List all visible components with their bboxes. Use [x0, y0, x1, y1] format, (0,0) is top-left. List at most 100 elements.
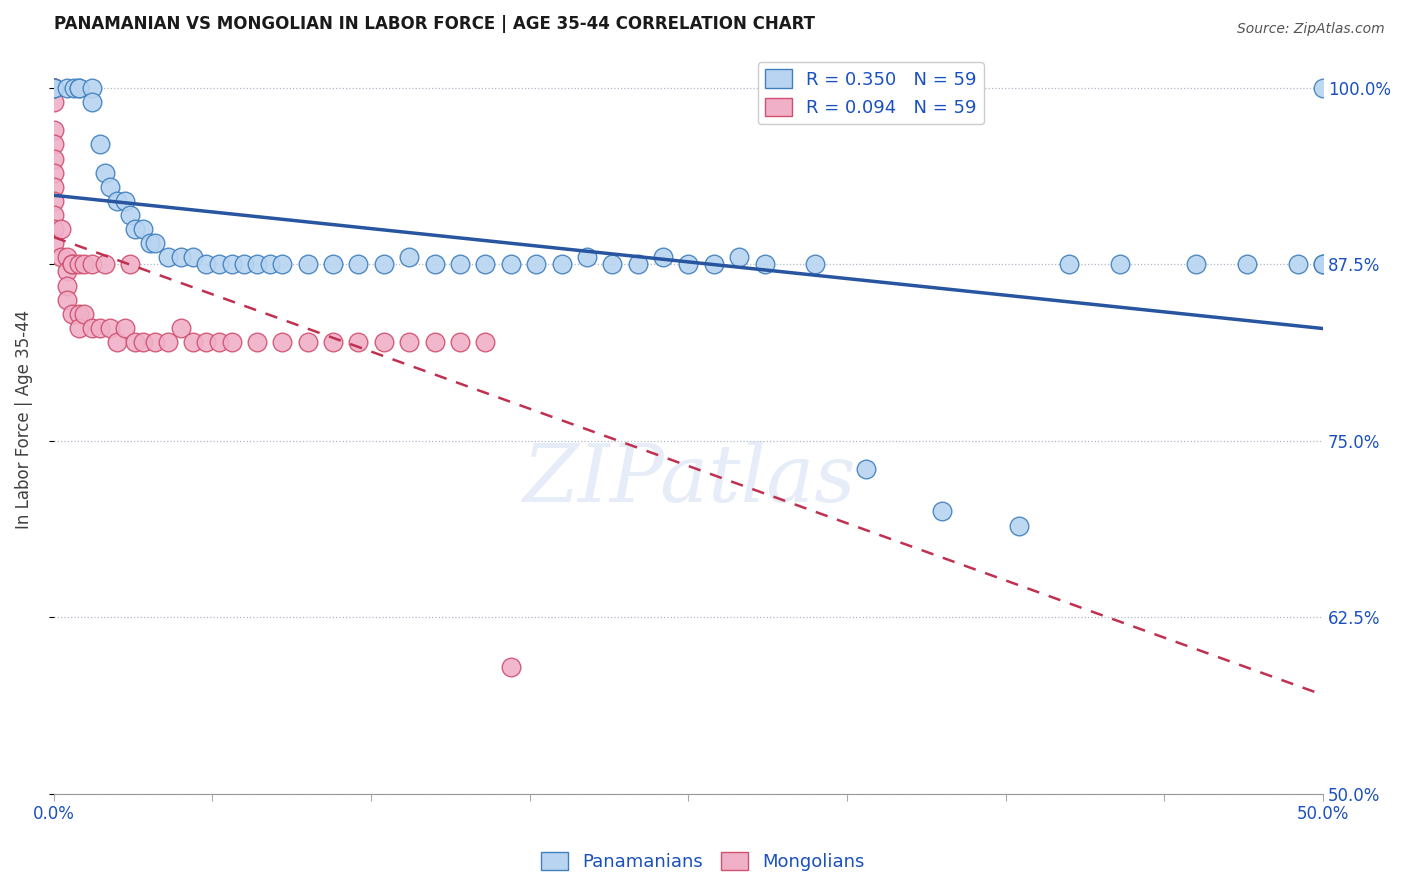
- Point: [259, 257, 281, 271]
- Point: [398, 251, 420, 265]
- Point: [728, 251, 751, 265]
- Point: [93, 257, 115, 271]
- Y-axis label: In Labor Force | Age 35-44: In Labor Force | Age 35-44: [15, 310, 32, 529]
- Point: [627, 257, 650, 271]
- Point: [67, 81, 90, 95]
- Point: [42, 152, 65, 166]
- Point: [449, 257, 471, 271]
- Point: [297, 334, 319, 349]
- Point: [42, 81, 65, 95]
- Point: [42, 81, 65, 95]
- Text: ZIPatlas: ZIPatlas: [522, 441, 855, 518]
- Point: [80, 95, 103, 109]
- Point: [297, 257, 319, 271]
- Point: [89, 321, 111, 335]
- Point: [208, 334, 231, 349]
- Point: [423, 257, 446, 271]
- Point: [63, 81, 86, 95]
- Point: [1312, 257, 1334, 271]
- Point: [322, 334, 344, 349]
- Point: [208, 257, 231, 271]
- Point: [118, 257, 141, 271]
- Point: [678, 257, 700, 271]
- Point: [80, 321, 103, 335]
- Point: [67, 257, 90, 271]
- Point: [157, 251, 180, 265]
- Point: [98, 179, 121, 194]
- Point: [67, 321, 90, 335]
- Point: [114, 321, 136, 335]
- Point: [1007, 518, 1029, 533]
- Point: [60, 257, 83, 271]
- Point: [124, 222, 146, 236]
- Point: [145, 236, 167, 251]
- Point: [105, 194, 128, 208]
- Point: [373, 257, 395, 271]
- Point: [271, 334, 294, 349]
- Point: [1185, 257, 1208, 271]
- Point: [42, 81, 65, 95]
- Point: [423, 334, 446, 349]
- Point: [499, 659, 522, 673]
- Point: [73, 307, 96, 321]
- Point: [449, 334, 471, 349]
- Legend: Panamanians, Mongolians: Panamanians, Mongolians: [534, 845, 872, 879]
- Point: [42, 179, 65, 194]
- Point: [80, 257, 103, 271]
- Point: [118, 208, 141, 222]
- Point: [575, 251, 598, 265]
- Point: [170, 321, 193, 335]
- Point: [602, 257, 624, 271]
- Point: [42, 208, 65, 222]
- Point: [157, 334, 180, 349]
- Point: [42, 81, 65, 95]
- Text: Source: ZipAtlas.com: Source: ZipAtlas.com: [1237, 22, 1385, 37]
- Point: [124, 334, 146, 349]
- Point: [524, 257, 547, 271]
- Point: [499, 257, 522, 271]
- Point: [322, 257, 344, 271]
- Point: [89, 137, 111, 152]
- Point: [703, 257, 725, 271]
- Point: [42, 194, 65, 208]
- Point: [145, 334, 167, 349]
- Point: [1059, 257, 1081, 271]
- Point: [373, 334, 395, 349]
- Point: [855, 462, 877, 476]
- Point: [60, 257, 83, 271]
- Point: [233, 257, 256, 271]
- Point: [105, 334, 128, 349]
- Point: [246, 257, 269, 271]
- Point: [131, 222, 153, 236]
- Point: [42, 222, 65, 236]
- Point: [1286, 257, 1309, 271]
- Point: [550, 257, 572, 271]
- Point: [114, 194, 136, 208]
- Point: [42, 137, 65, 152]
- Point: [398, 334, 420, 349]
- Point: [474, 334, 496, 349]
- Point: [73, 257, 96, 271]
- Point: [42, 123, 65, 137]
- Point: [221, 257, 243, 271]
- Point: [1236, 257, 1258, 271]
- Point: [55, 293, 77, 307]
- Point: [55, 251, 77, 265]
- Point: [51, 222, 73, 236]
- Point: [754, 257, 776, 271]
- Point: [55, 81, 77, 95]
- Point: [67, 307, 90, 321]
- Point: [55, 264, 77, 278]
- Point: [1312, 257, 1334, 271]
- Point: [80, 81, 103, 95]
- Point: [60, 307, 83, 321]
- Point: [42, 81, 65, 95]
- Text: PANAMANIAN VS MONGOLIAN IN LABOR FORCE | AGE 35-44 CORRELATION CHART: PANAMANIAN VS MONGOLIAN IN LABOR FORCE |…: [53, 15, 815, 33]
- Point: [42, 81, 65, 95]
- Point: [51, 251, 73, 265]
- Point: [347, 257, 370, 271]
- Point: [131, 334, 153, 349]
- Point: [42, 81, 65, 95]
- Point: [42, 236, 65, 251]
- Point: [652, 251, 675, 265]
